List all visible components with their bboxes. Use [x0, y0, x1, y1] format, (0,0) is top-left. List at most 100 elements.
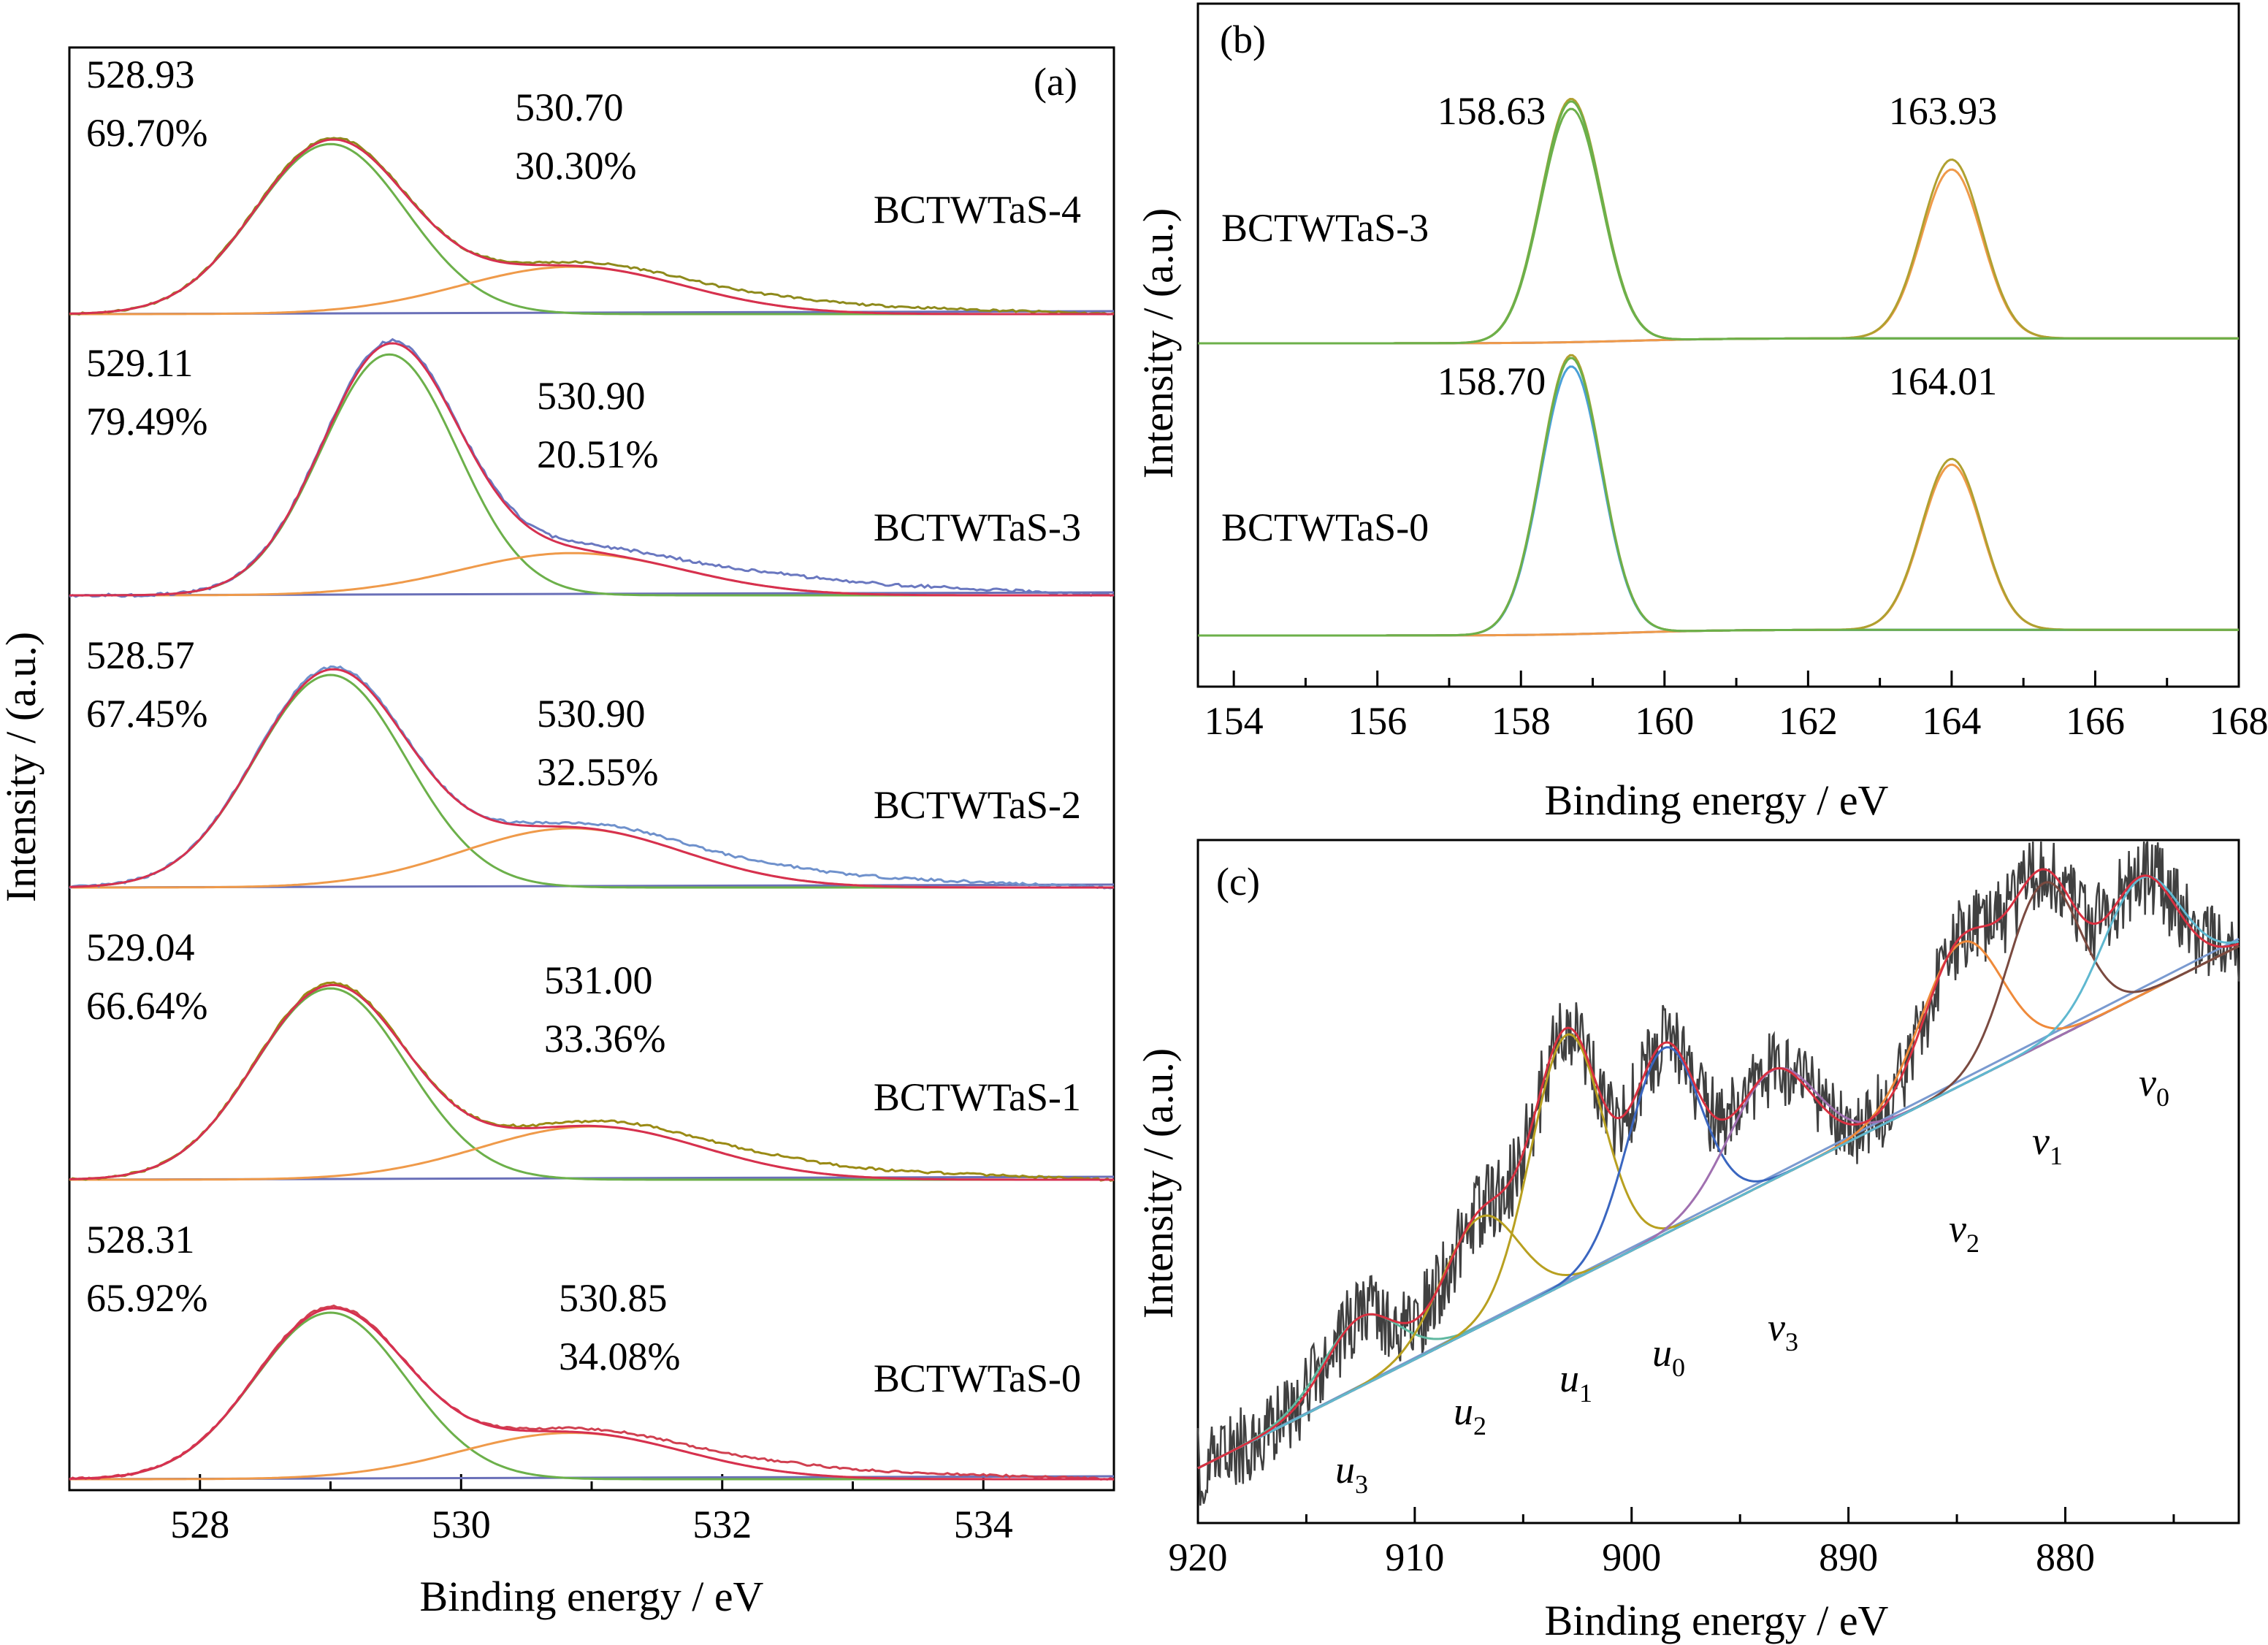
- panel-c-ticks: 920 910 900 890 880: [1169, 1507, 2175, 1579]
- panel-c-frame: [1196, 839, 2240, 1524]
- panel-b-xtick-label: 154: [1204, 699, 1264, 743]
- peak-label-letter: u: [1335, 1448, 1355, 1492]
- component-peak-2: [69, 827, 1114, 889]
- peak1-position: 529.11: [86, 341, 194, 385]
- peak-label-subscript: 2: [1473, 1411, 1486, 1440]
- peak2-percent: 33.36%: [544, 1017, 665, 1061]
- peak1-position: 528.57: [86, 633, 195, 677]
- panel-c-xtick-label: 900: [1602, 1535, 1661, 1579]
- peak-label-letter: v: [1768, 1305, 1785, 1349]
- peak-label-v3: v3: [1768, 1305, 1798, 1356]
- sample-label: BCTWTaS-0: [874, 1356, 1081, 1400]
- peak-label-letter: u: [1454, 1389, 1473, 1433]
- panel-b-xtick-label: 158: [1492, 699, 1551, 743]
- peak-label-letter: v: [1949, 1207, 1966, 1251]
- peak2-position: 531.00: [544, 958, 653, 1002]
- stack-BCTWTaS-0: 528.31 65.92% 530.85 34.08% BCTWTaS-0: [69, 1218, 1115, 1481]
- sample-label: BCTWTaS-3: [1221, 206, 1429, 250]
- peak1-percent: 65.92%: [86, 1276, 207, 1320]
- panel-c-ylabel: Intensity / (a.u.): [1134, 1048, 1182, 1318]
- component-peak-2: [1198, 168, 2239, 345]
- panel-a-ticks: 528 530 532 534: [68, 1474, 1115, 1546]
- peak1-position: 528.31: [86, 1218, 195, 1262]
- peak-label-v0: v0: [2139, 1061, 2169, 1112]
- peak2-position: 530.85: [559, 1276, 668, 1320]
- peak-position-label: 163.93: [1889, 89, 1998, 133]
- panel-a-stacks: 528.93 69.70% 530.70 30.30% BCTWTaS-4 529.11 7…: [69, 53, 1115, 1481]
- component-peak-2: [69, 1125, 1114, 1181]
- sample-label: BCTWTaS-3: [874, 505, 1081, 549]
- panel-b-frame: [1196, 2, 2240, 688]
- panel-b-xtick-label: 166: [2066, 699, 2125, 743]
- panel-c-xtick-label: 890: [1819, 1535, 1878, 1579]
- peak-label-subscript: 0: [2156, 1083, 2169, 1112]
- peak-label-u0: u0: [1652, 1331, 1685, 1382]
- panel-b-xtick-label: 168: [2210, 699, 2268, 743]
- panel-c-xtick-label: 880: [2036, 1535, 2095, 1579]
- panel-c-label: (c): [1216, 860, 1260, 904]
- peak1-position: 529.04: [86, 925, 195, 969]
- peak-label-u3: u3: [1335, 1448, 1368, 1499]
- panel-a-ylabel: Intensity / (a.u.): [0, 632, 45, 902]
- peak-position-label: 158.63: [1437, 89, 1546, 133]
- peak-label-subscript: 3: [1785, 1327, 1798, 1356]
- stack-BCTWTaS-3: 158.63 163.93 BCTWTaS-3: [1198, 89, 2239, 345]
- peak-label-letter: v: [2139, 1061, 2156, 1104]
- panel-a-xtick-label: 530: [432, 1503, 491, 1546]
- panel-b-ylabel: Intensity / (a.u.): [1134, 208, 1182, 478]
- envelope-fit: [69, 1307, 1114, 1481]
- peak-label-subscript: 1: [1579, 1378, 1592, 1408]
- peak-label-v2: v2: [1949, 1207, 1979, 1258]
- component-peak: [1197, 881, 2240, 1470]
- raw-spectrum: [1196, 841, 2240, 1506]
- envelope-fit: [69, 983, 1114, 1181]
- panel-c-xtick-label: 910: [1385, 1535, 1444, 1579]
- component-peak: [1197, 875, 2240, 1470]
- peak-position-label: 158.70: [1437, 359, 1546, 403]
- sample-label: BCTWTaS-1: [874, 1075, 1081, 1119]
- envelope-fit: [1198, 354, 2239, 637]
- panel-c: (c) Binding energy / eV Intensity / (a.u…: [1134, 839, 2240, 1644]
- peak-label-u1: u1: [1559, 1356, 1592, 1408]
- panel-b-xtick-label: 160: [1635, 699, 1694, 743]
- stack-BCTWTaS-3: 529.11 79.49% 530.90 20.51% BCTWTaS-3: [69, 337, 1115, 598]
- panel-a-label: (a): [1034, 60, 1077, 104]
- stack-BCTWTaS-0: 158.70 164.01 BCTWTaS-0: [1198, 354, 2239, 637]
- peak1-percent: 67.45%: [86, 692, 207, 736]
- panel-c-curves: [1196, 841, 2240, 1506]
- peak-label-u2: u2: [1454, 1389, 1486, 1440]
- envelope-fit: [69, 138, 1114, 316]
- peak-label-letter: u: [1652, 1331, 1672, 1375]
- sample-label: BCTWTaS-4: [874, 188, 1081, 232]
- peak-label-subscript: 1: [2050, 1141, 2063, 1170]
- component-peak-2: [69, 265, 1114, 316]
- raw-spectrum: [1198, 100, 2239, 345]
- peak-label-letter: v: [2032, 1119, 2050, 1163]
- panel-b-xtick-label: 164: [1922, 699, 1981, 743]
- peak1-percent: 66.64%: [86, 984, 207, 1028]
- peak2-percent: 20.51%: [537, 432, 658, 476]
- peak-label-subscript: 3: [1355, 1470, 1368, 1499]
- raw-spectrum: [1198, 356, 2239, 637]
- envelope-fit: [69, 668, 1114, 889]
- panel-b-ticks: 154 156 158 160 162 164 166 168: [1204, 671, 2268, 743]
- peak-label-subscript: 0: [1672, 1353, 1685, 1382]
- stack-BCTWTaS-4: 528.93 69.70% 530.70 30.30% BCTWTaS-4: [69, 53, 1115, 316]
- stack-BCTWTaS-2: 528.57 67.45% 530.90 32.55% BCTWTaS-2: [69, 633, 1115, 890]
- component-peak-1: [1198, 365, 2239, 637]
- panel-a-xtick-label: 528: [170, 1503, 229, 1546]
- panel-a-xtick-label: 532: [692, 1503, 752, 1546]
- component-peak-2: [1198, 463, 2239, 637]
- peak-label-v1: v1: [2032, 1119, 2063, 1170]
- panel-b: (b) Binding energy / eV Intensity / (a.u…: [1134, 2, 2268, 824]
- panel-a-xlabel: Binding energy / eV: [420, 1573, 764, 1620]
- peak-label-subscript: 2: [1966, 1229, 1979, 1258]
- panel-b-xtick-label: 156: [1348, 699, 1407, 743]
- peak-label-letter: u: [1559, 1356, 1579, 1400]
- peak2-percent: 32.55%: [537, 750, 658, 794]
- panel-a-xtick-label: 534: [954, 1503, 1013, 1546]
- envelope-fit: [1197, 868, 2240, 1470]
- peak2-position: 530.90: [537, 692, 646, 736]
- stack-BCTWTaS-1: 529.04 66.64% 531.00 33.36% BCTWTaS-1: [69, 925, 1115, 1182]
